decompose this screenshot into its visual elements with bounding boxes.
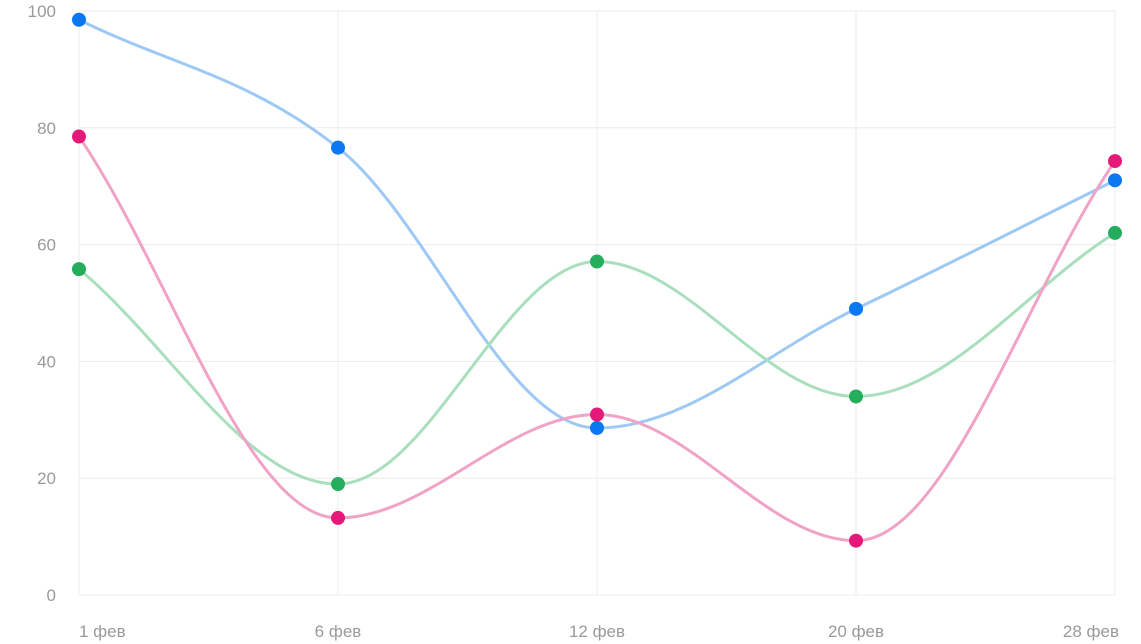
y-tick-label: 80 (37, 119, 56, 138)
data-point-series-2[interactable] (331, 477, 345, 492)
data-point-series-1[interactable] (72, 12, 86, 27)
data-point-series-3[interactable] (1108, 154, 1122, 169)
series-points (72, 12, 1122, 548)
y-tick-label: 100 (28, 2, 56, 21)
data-point-series-2[interactable] (1108, 225, 1122, 240)
data-point-series-3[interactable] (331, 510, 345, 525)
x-tick-label: 28 фев (1063, 622, 1119, 641)
data-point-series-1[interactable] (590, 420, 604, 435)
data-point-series-3[interactable] (590, 407, 604, 422)
data-point-series-3[interactable] (849, 533, 863, 548)
x-tick-label: 20 фев (828, 622, 884, 641)
y-axis-ticks: 0 20 40 60 80 100 (28, 2, 56, 605)
x-axis-ticks: 1 фев 6 фев 12 фев 20 фев 28 фев (79, 622, 1119, 641)
x-tick-label: 6 фев (315, 622, 362, 641)
x-tick-label: 12 фев (569, 622, 625, 641)
data-point-series-1[interactable] (849, 301, 863, 316)
y-tick-label: 0 (47, 586, 56, 605)
y-tick-label: 60 (37, 236, 56, 255)
data-point-series-1[interactable] (331, 140, 345, 155)
data-point-series-2[interactable] (849, 389, 863, 404)
data-point-series-2[interactable] (590, 254, 604, 269)
x-tick-label: 1 фев (79, 622, 126, 641)
data-point-series-3[interactable] (72, 129, 86, 144)
data-point-series-1[interactable] (1108, 173, 1122, 188)
y-tick-label: 20 (37, 469, 56, 488)
y-tick-label: 40 (37, 352, 56, 371)
data-point-series-2[interactable] (72, 262, 86, 277)
grid (78, 10, 1116, 596)
